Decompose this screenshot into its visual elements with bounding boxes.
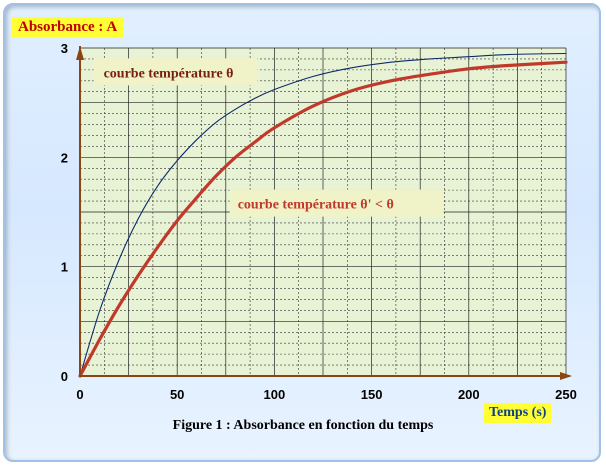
axes bbox=[76, 46, 572, 380]
series-label-theta: courbe température θ bbox=[104, 66, 234, 81]
figure-caption: Figure 1 : Absorbance en fonction du tem… bbox=[172, 418, 434, 433]
y-tick-label: 3 bbox=[61, 41, 68, 56]
y-tick-label: 0 bbox=[61, 369, 68, 384]
y-tick-label: 1 bbox=[61, 260, 68, 275]
x-tick-label: 150 bbox=[361, 387, 383, 402]
series-label-box-theta-prime bbox=[229, 189, 444, 217]
x-tick-label: 100 bbox=[264, 387, 286, 402]
x-tick-label: 200 bbox=[458, 387, 480, 402]
series-label-box-theta bbox=[93, 58, 258, 86]
y-axis-label: Absorbance : A bbox=[12, 17, 124, 37]
series-line-theta bbox=[79, 52, 567, 377]
x-tick-label: 50 bbox=[170, 387, 184, 402]
series-line-theta-prime bbox=[78, 60, 568, 378]
x-tick-label: 0 bbox=[76, 387, 83, 402]
annotations: courbe température θ courbe température θ… bbox=[93, 58, 444, 217]
y-axis-arrow bbox=[76, 46, 84, 60]
series-label-theta-prime: courbe température θ' < θ bbox=[238, 198, 394, 213]
series-layer bbox=[78, 52, 568, 378]
x-axis-arrow bbox=[560, 372, 572, 380]
x-tick-label: 250 bbox=[555, 387, 577, 402]
x-axis-label: Temps (s) bbox=[484, 403, 552, 423]
tick-labels: 0 50 100 150 200 250 0 1 2 3 bbox=[61, 41, 577, 402]
y-tick-label: 2 bbox=[61, 150, 68, 165]
